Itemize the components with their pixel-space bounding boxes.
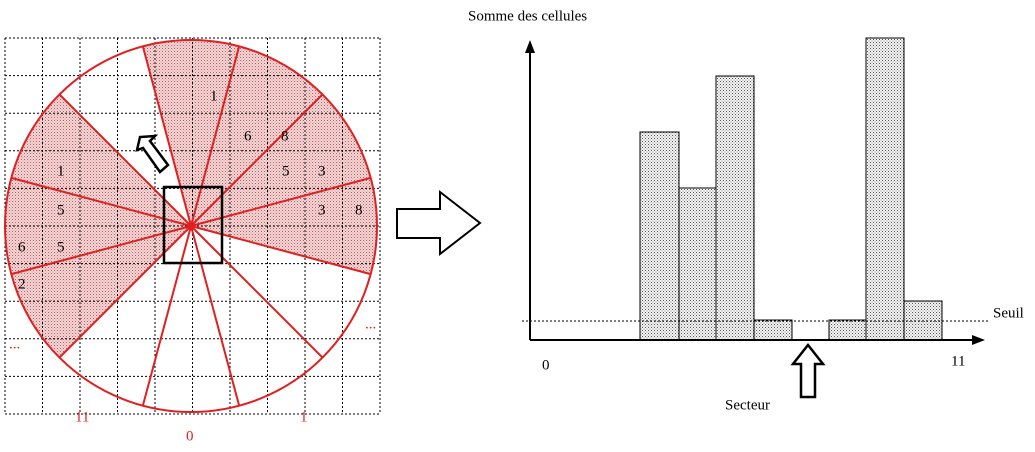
- sector-grid: 1 6 8 5 3 3 8 1 5 6 5 2 11 0 1 ... ...: [4, 37, 381, 444]
- cell-value: 3: [318, 202, 326, 218]
- sector-boundary: [190, 225, 241, 406]
- ellipsis: ...: [365, 316, 376, 332]
- bar: [639, 131, 680, 341]
- center-cell: [162, 185, 224, 265]
- shaded-sector: [11, 94, 191, 226]
- histogram: Somme des cellules Seuil 0 11 Secteur: [468, 8, 1024, 413]
- cell-grid: [4, 37, 381, 415]
- sector-boundary: [141, 225, 192, 406]
- sector-boundary: [58, 93, 192, 227]
- bar: [753, 319, 793, 341]
- y-axis-arrow: [525, 40, 535, 53]
- shaded-sector: [11, 226, 191, 358]
- y-axis-label: Somme des cellules: [468, 8, 587, 24]
- sector-boundary: [11, 225, 192, 276]
- cell-value: 6: [18, 239, 26, 255]
- cell-value: 8: [355, 202, 363, 218]
- x-axis-arrow: [972, 335, 985, 345]
- ellipsis: ...: [9, 336, 20, 352]
- transform-arrow: [396, 189, 482, 257]
- sector-boundary: [190, 225, 324, 359]
- cell-value: 5: [282, 163, 290, 179]
- cell-value: 1: [57, 163, 65, 179]
- cell-value: 6: [244, 128, 252, 144]
- cell-value: 1: [210, 88, 218, 104]
- shaded-sector: [191, 46, 323, 226]
- x-start-label: 0: [542, 357, 550, 373]
- sector-boundary: [141, 46, 192, 227]
- x-axis-label: Secteur: [725, 397, 770, 413]
- cell-value: 2: [18, 276, 26, 292]
- sector-boundary: [11, 176, 192, 227]
- sector-pointer: [790, 342, 826, 399]
- bar: [715, 75, 755, 341]
- bars: [639, 37, 943, 341]
- sector-label: 1: [300, 409, 308, 425]
- cell-value: 8: [281, 128, 289, 144]
- bar: [828, 319, 867, 341]
- sector-label: 0: [186, 428, 194, 444]
- cell-value: 5: [57, 202, 65, 218]
- bar: [678, 187, 717, 341]
- threshold-label: Seuil: [993, 305, 1024, 321]
- sector-boundary: [190, 46, 241, 227]
- shaded-sector: [191, 94, 371, 226]
- x-end-label: 11: [951, 353, 965, 369]
- cell-value: 5: [57, 239, 65, 255]
- direction-arrow: [135, 134, 170, 174]
- sector-boundary: [190, 93, 324, 227]
- sectors: [4, 40, 377, 358]
- sector-label: 11: [75, 409, 89, 425]
- shaded-sector: [191, 177, 377, 275]
- shaded-sector: [142, 40, 240, 227]
- sector-boundary: [58, 225, 192, 359]
- cell-value: 3: [318, 163, 326, 179]
- bar: [865, 37, 905, 341]
- circle: [4, 39, 378, 413]
